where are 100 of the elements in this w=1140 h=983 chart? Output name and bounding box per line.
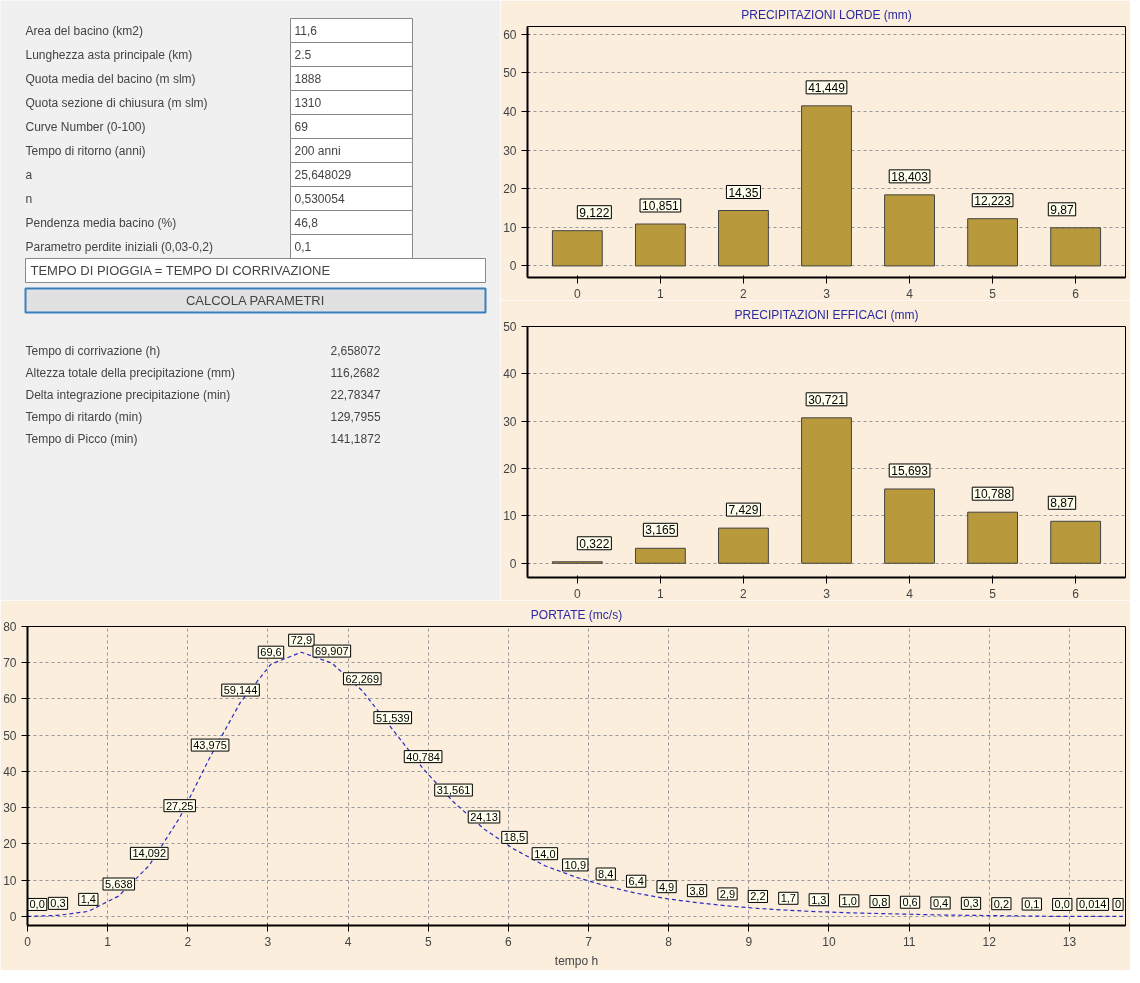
x-tick-label: 5 bbox=[989, 586, 997, 601]
text: 1310 bbox=[294, 96, 322, 110]
x-tick-label: 9 bbox=[745, 934, 753, 949]
data-label: 31,561 bbox=[436, 784, 471, 797]
text: Tempo di ritorno (anni) bbox=[25, 143, 146, 158]
data-label: 30,721 bbox=[808, 392, 846, 407]
data-label: 10,9 bbox=[564, 858, 587, 871]
x-tick-label: 1 bbox=[657, 286, 665, 301]
text: 0,530054 bbox=[294, 192, 345, 206]
y-tick-label: 30 bbox=[3, 801, 17, 816]
data-label: 8,4 bbox=[598, 868, 614, 880]
chart-title: PRECIPITAZIONI LORDE (mm) bbox=[741, 7, 912, 22]
y-tick-label: 10 bbox=[503, 220, 517, 235]
bar bbox=[801, 105, 852, 267]
data-label: 0,3 bbox=[50, 897, 66, 910]
x-tick-label: 2 bbox=[184, 934, 192, 949]
chart-title: PRECIPITAZIONI EFFICACI (mm) bbox=[734, 307, 919, 322]
data-label: 5,638 bbox=[105, 878, 133, 891]
data-label: 9,122 bbox=[579, 205, 610, 220]
chart-title: PORTATE (mc/s) bbox=[530, 607, 623, 622]
data-label: 41,449 bbox=[808, 80, 846, 95]
y-tick-label: 0 bbox=[509, 259, 517, 274]
text: 11,6 bbox=[294, 24, 318, 38]
text: 141,1872 bbox=[330, 432, 381, 446]
x-tick-label: 11 bbox=[902, 934, 916, 949]
text: 69 bbox=[294, 120, 309, 134]
x-tick-label: 3 bbox=[823, 586, 831, 601]
data-label: 0,4 bbox=[932, 896, 949, 909]
data-label: 18,403 bbox=[891, 169, 929, 184]
data-label: 3,8 bbox=[689, 884, 705, 897]
data-label: 69,6 bbox=[260, 646, 282, 659]
data-label: 14,0 bbox=[534, 847, 556, 860]
bar bbox=[718, 527, 769, 564]
text: Tempo di Picco (min) bbox=[25, 431, 138, 446]
text: Area del bacino (km2) bbox=[25, 23, 143, 38]
x-tick-label: 6 bbox=[1072, 586, 1080, 601]
y-tick-label: 0 bbox=[509, 556, 517, 571]
y-tick-label: 40 bbox=[3, 764, 17, 779]
data-label: 0,0 bbox=[29, 898, 45, 911]
data-label: 0,014 bbox=[1078, 898, 1107, 911]
y-tick-label: 50 bbox=[3, 728, 17, 743]
text: 129,7955 bbox=[330, 410, 381, 424]
x-tick-label: 0 bbox=[574, 286, 581, 301]
x-tick-label: 4 bbox=[344, 934, 352, 949]
data-label: 2,2 bbox=[750, 890, 766, 903]
text: Quota media del bacino (m slm) bbox=[25, 71, 196, 86]
y-tick-label: 20 bbox=[503, 182, 517, 197]
x-tick-label: 8 bbox=[665, 934, 673, 949]
data-label: 4,9 bbox=[658, 880, 675, 893]
text: TEMPO DI PIOGGIA = TEMPO DI CORRIVAZIONE bbox=[30, 263, 331, 278]
text: Tempo di corrivazione (h) bbox=[25, 343, 161, 358]
bar bbox=[551, 230, 603, 267]
data-label: 18,5 bbox=[503, 831, 526, 844]
x-tick-label: 12 bbox=[982, 934, 997, 949]
data-label: 0 bbox=[1114, 898, 1122, 911]
data-label: 3,165 bbox=[645, 523, 676, 538]
data-label: 40,784 bbox=[406, 750, 440, 763]
text: 22,78347 bbox=[330, 388, 381, 402]
x-tick-label: 0 bbox=[574, 586, 581, 601]
x-tick-label: 2 bbox=[740, 286, 748, 301]
x-tick-label: 1 bbox=[657, 586, 665, 601]
data-label: 0,3 bbox=[963, 897, 979, 910]
y-tick-label: 10 bbox=[503, 509, 517, 524]
data-label: 8,87 bbox=[1050, 496, 1074, 511]
data-label: 12,223 bbox=[974, 193, 1012, 208]
x-tick-label: 4 bbox=[906, 286, 914, 301]
x-tick-label: 1 bbox=[104, 934, 112, 949]
text: Lunghezza asta principale (km) bbox=[25, 47, 193, 62]
data-label: 1,7 bbox=[780, 892, 796, 905]
data-label: 0,2 bbox=[993, 897, 1010, 910]
x-tick-label: 4 bbox=[906, 586, 914, 601]
data-label: 43,975 bbox=[193, 739, 227, 752]
y-tick-label: 20 bbox=[3, 837, 17, 852]
x-tick-label: 5 bbox=[424, 934, 432, 949]
data-label: 0,6 bbox=[902, 896, 918, 909]
data-label: 1,4 bbox=[80, 893, 96, 906]
data-label: 6,4 bbox=[628, 875, 644, 888]
text: 46,8 bbox=[294, 216, 319, 230]
x-tick-label: 13 bbox=[1062, 934, 1077, 949]
bar bbox=[1050, 227, 1102, 267]
y-tick-label: 0 bbox=[9, 909, 17, 924]
x-tick-label: 6 bbox=[505, 934, 513, 949]
y-tick-label: 80 bbox=[3, 620, 17, 634]
text: Quota sezione di chiusura (m slm) bbox=[25, 95, 208, 110]
bar bbox=[884, 488, 935, 564]
y-tick-label: 50 bbox=[503, 66, 517, 81]
x-tick-label: 3 bbox=[823, 286, 831, 301]
data-label: 59,144 bbox=[223, 684, 258, 697]
y-tick-label: 30 bbox=[503, 143, 517, 158]
text: 2,658072 bbox=[330, 344, 381, 358]
data-label: 10,788 bbox=[974, 487, 1012, 502]
data-label: 69,907 bbox=[314, 645, 349, 658]
text: Altezza totale della precipitazione (mm) bbox=[25, 365, 235, 380]
data-label: 2,9 bbox=[719, 887, 736, 900]
text: Curve Number (0-100) bbox=[25, 119, 146, 134]
text: 1888 bbox=[294, 72, 322, 86]
bar bbox=[1050, 520, 1102, 564]
y-tick-label: 40 bbox=[503, 104, 517, 119]
data-label: 0,0 bbox=[1054, 898, 1070, 911]
data-label: 10,851 bbox=[642, 199, 680, 214]
